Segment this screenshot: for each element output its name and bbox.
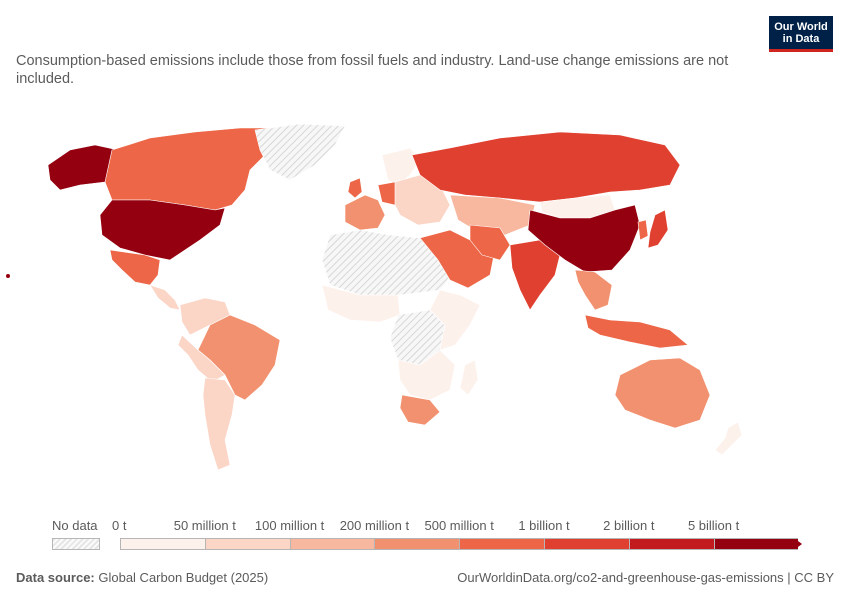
region-east-africa[interactable]: [429, 289, 481, 351]
legend-no-data-label: No data: [52, 518, 98, 533]
map-legend: No data 0 t 50 million t 100 million t 200 …: [0, 514, 850, 554]
region-greenland[interactable]: [254, 123, 346, 181]
legend-bin[interactable]: [713, 538, 799, 550]
data-source-label: Data source:: [16, 570, 95, 585]
region-western-europe[interactable]: [344, 194, 386, 231]
region-argentina-chile[interactable]: [202, 377, 236, 471]
region-southern-africa[interactable]: [397, 349, 456, 401]
region-indonesia[interactable]: [584, 314, 689, 349]
region-west-africa[interactable]: [321, 284, 401, 323]
legend-bin[interactable]: [204, 538, 290, 550]
region-japan[interactable]: [647, 209, 669, 249]
region-southeast-asia[interactable]: [574, 269, 613, 311]
legend-bin[interactable]: [374, 538, 460, 550]
map-subtitle: Consumption-based emissions include thos…: [16, 53, 729, 87]
region-hawaii[interactable]: [6, 274, 10, 278]
legend-tick-label: 2 billion t: [603, 518, 655, 533]
region-madagascar[interactable]: [459, 359, 479, 396]
legend-bin[interactable]: [544, 538, 629, 550]
legend-bin[interactable]: [628, 538, 714, 550]
region-north-africa[interactable]: [321, 229, 456, 296]
region-china[interactable]: [527, 204, 641, 273]
region-iran[interactable]: [469, 224, 511, 261]
region-central-america[interactable]: [149, 284, 181, 311]
legend-bin[interactable]: [459, 538, 544, 550]
logo-line-1: Our World: [774, 21, 828, 33]
region-united-states[interactable]: [99, 199, 226, 261]
legend-tick-label: 500 million t: [424, 518, 494, 533]
legend-bin[interactable]: [120, 538, 205, 550]
world-map: [6, 123, 743, 471]
legend-bin[interactable]: [289, 538, 375, 550]
data-source: Data source: Global Carbon Budget (2025): [16, 570, 268, 585]
legend-tick-label: 200 million t: [339, 518, 410, 533]
region-korea[interactable]: [637, 219, 649, 241]
legend-tick-label: 0 t: [112, 518, 127, 533]
legend-tick-label: 100 million t: [254, 518, 325, 533]
region-russia[interactable]: [411, 131, 681, 203]
legend-tick-label: 5 billion t: [687, 518, 740, 533]
region-iceland-scandinavia[interactable]: [381, 147, 421, 186]
source-url-link[interactable]: OurWorldinData.org/co2-and-greenhouse-ga…: [457, 570, 834, 585]
logo-line-2: in Data: [782, 33, 820, 45]
region-new-zealand[interactable]: [714, 421, 743, 456]
region-canada[interactable]: [104, 127, 276, 211]
legend-tick-label: 50 million t: [173, 518, 236, 533]
owid-logo[interactable]: Our World in Data: [769, 16, 833, 52]
region-uk[interactable]: [347, 177, 363, 199]
legend-no-data-swatch: [52, 538, 100, 550]
region-south-africa[interactable]: [399, 394, 441, 426]
region-australia[interactable]: [614, 357, 711, 429]
legend-tick-label: 1 billion t: [518, 518, 570, 533]
data-source-text: Global Carbon Budget (2025): [94, 570, 269, 585]
